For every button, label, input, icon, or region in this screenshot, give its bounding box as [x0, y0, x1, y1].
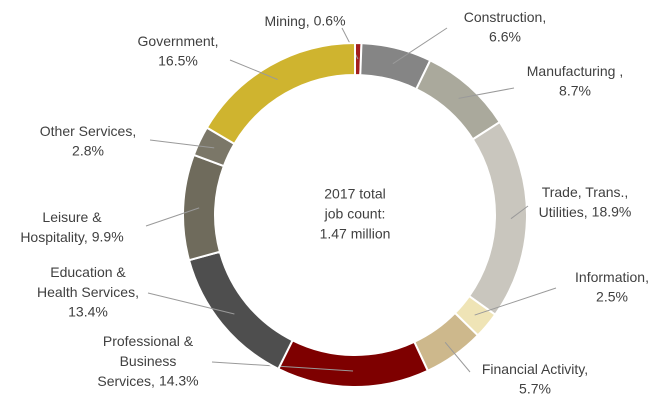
category-label: Financial Activity, — [482, 361, 588, 377]
donut-segment — [205, 41, 356, 146]
leader-line — [392, 27, 448, 65]
value-label: 8.7% — [559, 83, 591, 99]
center-line: 2017 total — [324, 186, 386, 202]
value-label: 18.9% — [592, 204, 632, 220]
center-line: job count: — [324, 206, 386, 222]
center-text: 2017 total job count: 1.47 million — [320, 186, 391, 242]
value-label: 13.4% — [68, 304, 108, 320]
category-label: Information, — [575, 269, 649, 285]
value-label: 2.5% — [596, 289, 628, 305]
value-label: 5.7% — [519, 381, 551, 397]
leader-line — [149, 139, 215, 149]
category-label: Government, — [138, 33, 219, 49]
leader-line — [444, 341, 471, 373]
value-label: 14.3% — [159, 373, 199, 389]
leader-line — [229, 59, 278, 80]
leader-line — [458, 87, 515, 99]
leader-line — [474, 287, 557, 316]
leader-line — [510, 205, 529, 220]
category-label: Mining, — [264, 13, 309, 29]
donut-segment — [276, 338, 430, 388]
category-label: Education & Health Services, — [37, 264, 139, 300]
value-label: 6.6% — [489, 29, 521, 45]
category-label: Leisure & Hospitality, — [20, 209, 102, 245]
donut-segment — [467, 120, 528, 317]
value-label: 16.5% — [158, 53, 198, 69]
center-line: 1.47 million — [320, 226, 391, 242]
value-label: 0.6% — [314, 13, 346, 29]
category-label: Professional & Business Services, — [97, 333, 193, 389]
leader-line — [145, 207, 200, 227]
donut-segment — [414, 58, 502, 141]
category-label: Other Services, — [40, 123, 136, 139]
category-label: Construction, — [464, 9, 546, 25]
donut-segment — [187, 250, 294, 371]
leader-line — [147, 292, 235, 315]
category-label: Manufacturing , — [527, 63, 624, 79]
value-label: 2.8% — [72, 143, 104, 159]
leader-line — [211, 361, 354, 372]
donut-segment — [182, 153, 226, 262]
value-label: 9.9% — [92, 229, 124, 245]
category-label: Trade, Trans., Utilities, — [539, 184, 629, 220]
